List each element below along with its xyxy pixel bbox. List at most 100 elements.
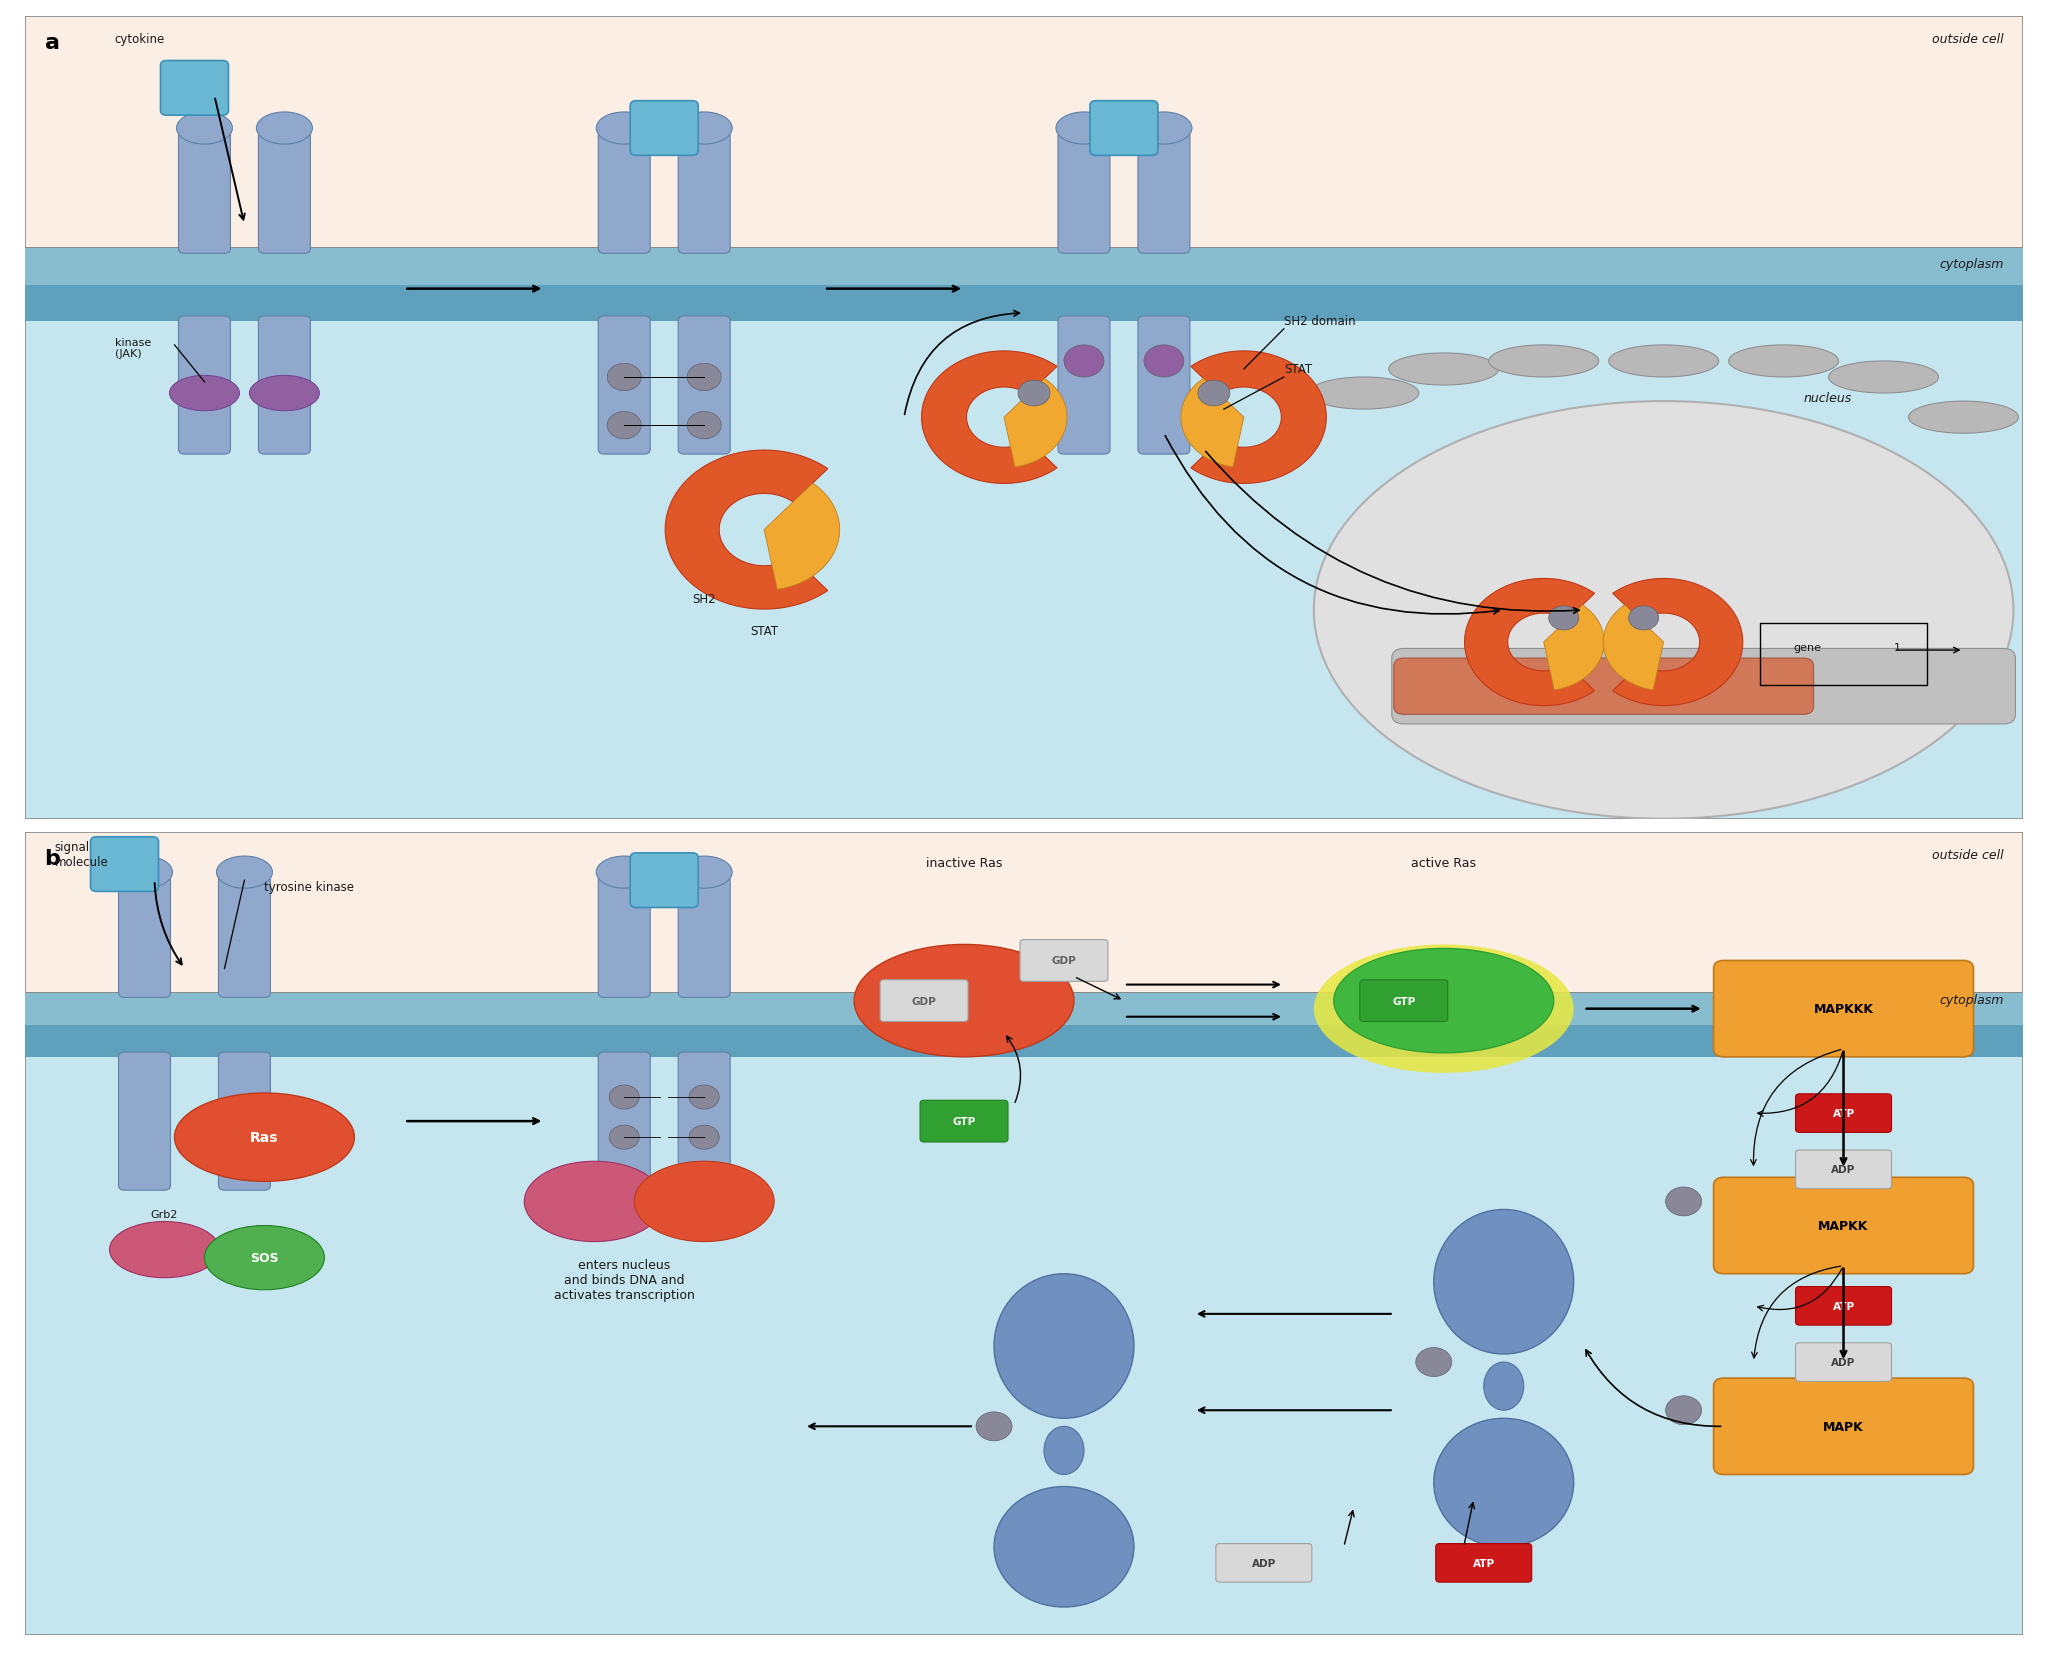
Ellipse shape: [256, 113, 313, 146]
Text: signal
molecule: signal molecule: [55, 841, 109, 869]
Ellipse shape: [217, 857, 272, 889]
FancyBboxPatch shape: [1796, 1150, 1892, 1188]
Text: a: a: [45, 33, 59, 53]
Polygon shape: [1190, 351, 1327, 485]
FancyBboxPatch shape: [178, 132, 231, 255]
FancyBboxPatch shape: [1395, 659, 1815, 715]
Ellipse shape: [1309, 377, 1419, 410]
Text: cytoplasm: cytoplasm: [1939, 993, 2003, 1006]
Ellipse shape: [676, 113, 733, 146]
Ellipse shape: [688, 412, 721, 440]
Ellipse shape: [1729, 346, 1839, 377]
FancyBboxPatch shape: [1139, 316, 1190, 455]
Ellipse shape: [1145, 346, 1184, 377]
FancyBboxPatch shape: [178, 316, 231, 455]
Text: outside cell: outside cell: [1931, 849, 2003, 862]
Ellipse shape: [1483, 1362, 1524, 1410]
Ellipse shape: [608, 364, 641, 391]
Polygon shape: [666, 450, 827, 609]
FancyBboxPatch shape: [258, 316, 311, 455]
FancyBboxPatch shape: [119, 1053, 170, 1190]
Text: tyrosine kinase: tyrosine kinase: [264, 880, 354, 894]
FancyBboxPatch shape: [25, 250, 2023, 285]
Ellipse shape: [1665, 1187, 1702, 1216]
FancyBboxPatch shape: [1714, 962, 1974, 1058]
Ellipse shape: [170, 376, 240, 412]
Text: Grb2: Grb2: [152, 1210, 178, 1220]
FancyBboxPatch shape: [1796, 1342, 1892, 1382]
Ellipse shape: [1608, 346, 1718, 377]
Ellipse shape: [176, 113, 233, 146]
Text: MAPKK: MAPKK: [1819, 1220, 1868, 1233]
Ellipse shape: [676, 857, 733, 889]
Ellipse shape: [688, 364, 721, 391]
Ellipse shape: [524, 1162, 664, 1241]
Ellipse shape: [1415, 1347, 1452, 1377]
Text: kinase
(JAK): kinase (JAK): [115, 338, 152, 359]
FancyBboxPatch shape: [219, 1053, 270, 1190]
FancyBboxPatch shape: [881, 980, 969, 1021]
Polygon shape: [1604, 606, 1663, 690]
Text: STAT: STAT: [750, 624, 778, 637]
Text: SH2: SH2: [692, 592, 717, 606]
FancyBboxPatch shape: [160, 61, 229, 116]
FancyBboxPatch shape: [258, 132, 311, 255]
Text: nucleus: nucleus: [1804, 392, 1851, 405]
Ellipse shape: [174, 1094, 354, 1182]
Ellipse shape: [608, 1086, 639, 1109]
Ellipse shape: [993, 1274, 1135, 1418]
FancyBboxPatch shape: [1059, 132, 1110, 255]
Ellipse shape: [1044, 1427, 1083, 1475]
FancyBboxPatch shape: [1217, 1544, 1313, 1582]
FancyBboxPatch shape: [25, 285, 2023, 321]
FancyBboxPatch shape: [1360, 980, 1448, 1021]
Text: enters nucleus
and binds DNA and
activates transcription: enters nucleus and binds DNA and activat…: [553, 1258, 694, 1301]
Polygon shape: [1544, 606, 1604, 690]
FancyBboxPatch shape: [1020, 940, 1108, 981]
FancyBboxPatch shape: [678, 132, 731, 255]
Ellipse shape: [1137, 113, 1192, 146]
Text: ATP: ATP: [1833, 1109, 1855, 1119]
FancyBboxPatch shape: [920, 1101, 1008, 1142]
Ellipse shape: [1548, 606, 1579, 631]
FancyBboxPatch shape: [631, 101, 698, 156]
FancyBboxPatch shape: [25, 993, 2023, 1635]
Text: ADP: ADP: [1831, 1357, 1855, 1367]
FancyBboxPatch shape: [1714, 1379, 1974, 1475]
FancyBboxPatch shape: [90, 837, 158, 892]
FancyBboxPatch shape: [598, 1053, 649, 1190]
FancyBboxPatch shape: [1393, 649, 2015, 725]
FancyBboxPatch shape: [1090, 101, 1157, 156]
Text: b: b: [45, 849, 61, 869]
FancyBboxPatch shape: [1796, 1094, 1892, 1132]
FancyBboxPatch shape: [678, 316, 731, 455]
Text: GDP: GDP: [1051, 957, 1077, 967]
Text: SH2 domain: SH2 domain: [1284, 314, 1356, 328]
FancyBboxPatch shape: [1436, 1544, 1532, 1582]
Ellipse shape: [117, 857, 172, 889]
FancyBboxPatch shape: [25, 832, 2023, 993]
Text: ATP: ATP: [1833, 1301, 1855, 1311]
Text: cytoplasm: cytoplasm: [1939, 258, 2003, 270]
FancyBboxPatch shape: [598, 316, 649, 455]
Ellipse shape: [977, 1412, 1012, 1442]
FancyBboxPatch shape: [25, 17, 2023, 250]
FancyBboxPatch shape: [678, 875, 731, 998]
FancyBboxPatch shape: [598, 875, 649, 998]
Text: MAPK: MAPK: [1823, 1420, 1864, 1433]
Text: GTP: GTP: [952, 1117, 975, 1127]
Ellipse shape: [690, 1086, 719, 1109]
Polygon shape: [764, 483, 840, 591]
Ellipse shape: [1065, 346, 1104, 377]
Ellipse shape: [1628, 606, 1659, 631]
FancyBboxPatch shape: [25, 250, 2023, 819]
Text: active Ras: active Ras: [1411, 857, 1477, 869]
Text: ADP: ADP: [1251, 1557, 1276, 1567]
Ellipse shape: [635, 1162, 774, 1241]
Text: ATP: ATP: [1473, 1557, 1495, 1567]
Ellipse shape: [250, 376, 319, 412]
Ellipse shape: [993, 1486, 1135, 1607]
Ellipse shape: [1665, 1395, 1702, 1425]
FancyBboxPatch shape: [598, 132, 649, 255]
Polygon shape: [922, 351, 1057, 485]
